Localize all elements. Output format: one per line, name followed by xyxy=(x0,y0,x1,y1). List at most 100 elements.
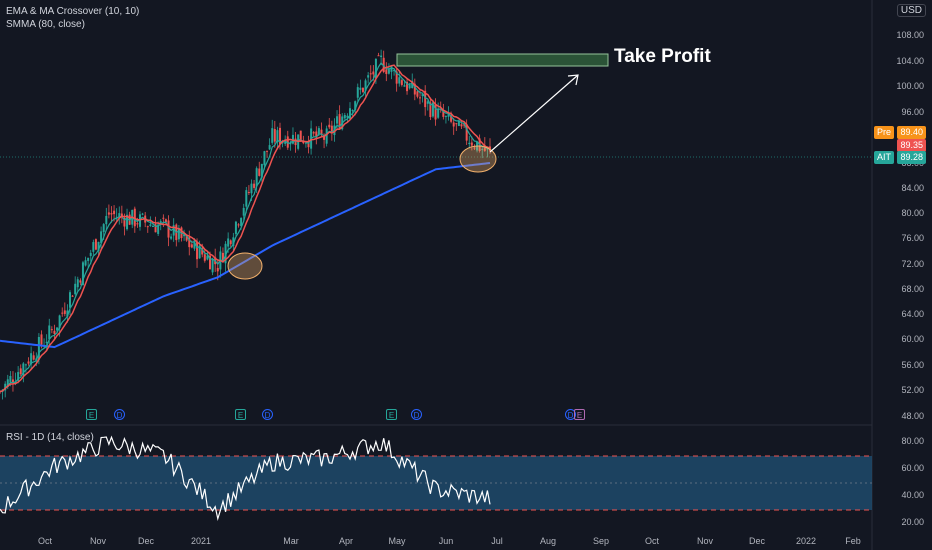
currency-selector[interactable]: USD xyxy=(896,4,926,17)
candle-body xyxy=(266,150,269,152)
time-tick-label: 2021 xyxy=(190,536,212,546)
price-tick-label: 64.00 xyxy=(901,309,924,319)
candle-body xyxy=(227,238,230,247)
pre-market-badge: Pre xyxy=(873,126,894,139)
candle-body xyxy=(343,115,346,119)
candle-body xyxy=(434,103,437,120)
candle-body xyxy=(268,145,271,150)
earnings-event-icon[interactable]: E xyxy=(86,409,97,420)
candle-body xyxy=(30,353,33,365)
candle-body xyxy=(113,210,116,215)
indicator-legend-ema-ma[interactable]: EMA & MA Crossover (10, 10) xyxy=(6,6,140,17)
price-tick-label: 60.00 xyxy=(901,334,924,344)
candle-body xyxy=(400,80,403,85)
earnings-event-icon[interactable]: E xyxy=(386,409,397,420)
candle-body xyxy=(209,255,211,270)
time-tick-label: Jun xyxy=(438,536,454,546)
candle-body xyxy=(452,122,455,127)
candle-body xyxy=(22,363,25,376)
candle-body xyxy=(84,260,87,266)
candle-body xyxy=(183,234,186,237)
candle-body xyxy=(185,235,188,241)
dividend-event-icon[interactable]: D xyxy=(411,409,422,420)
candle-body xyxy=(211,258,214,273)
target-arrow-line xyxy=(489,74,579,153)
candle-body xyxy=(157,224,160,234)
candle-body xyxy=(416,91,419,97)
candle-body xyxy=(240,218,243,227)
price-tick-label: 84.00 xyxy=(901,183,924,193)
earnings-event-icon[interactable]: E xyxy=(574,409,585,420)
indicator-legend-smma[interactable]: SMMA (80, close) xyxy=(6,19,85,30)
candle-body xyxy=(463,124,466,126)
candle-body xyxy=(149,224,152,226)
support-ellipse-2 xyxy=(459,145,497,173)
candle-body xyxy=(377,55,380,57)
candle-body xyxy=(361,87,364,92)
candle-body xyxy=(271,128,274,143)
rsi-tick-label: 40.00 xyxy=(901,490,924,500)
candle-body xyxy=(159,221,162,225)
candle-body xyxy=(442,111,445,117)
candle-body xyxy=(133,208,136,227)
candle-body xyxy=(27,361,30,364)
candle-body xyxy=(141,213,144,215)
candle-body xyxy=(460,124,463,127)
candle-body xyxy=(193,240,196,249)
candle-body xyxy=(390,66,393,72)
candle-body xyxy=(242,207,245,216)
price-tick-label: 100.00 xyxy=(896,81,924,91)
candle-body xyxy=(107,212,110,215)
price-tick-label: 80.00 xyxy=(901,208,924,218)
candle-body xyxy=(164,219,167,223)
candle-body xyxy=(105,215,108,225)
candle-body xyxy=(177,228,180,240)
candle-body xyxy=(346,115,349,118)
ticker-price-badge: 89.28 xyxy=(897,151,926,164)
candle-body xyxy=(372,71,375,75)
candle-body xyxy=(286,136,289,148)
time-tick-label: May xyxy=(388,536,406,546)
candle-body xyxy=(37,336,40,360)
candle-body xyxy=(276,130,279,143)
candle-body xyxy=(307,142,310,148)
candle-body xyxy=(19,368,22,375)
candle-body xyxy=(470,142,473,146)
candle-body xyxy=(146,226,149,228)
candle-body xyxy=(92,242,95,252)
pre-market-value: 89.40 xyxy=(897,126,926,139)
candle-body xyxy=(190,244,193,248)
candle-body xyxy=(11,379,14,384)
candle-body xyxy=(196,241,199,260)
candle-body xyxy=(115,216,118,218)
candle-body xyxy=(356,87,359,98)
candle-body xyxy=(315,131,318,138)
dividend-event-icon[interactable]: D xyxy=(114,409,125,420)
candle-body xyxy=(408,84,411,89)
ticker-badge: AIT xyxy=(873,151,894,164)
candle-body xyxy=(247,192,250,194)
candle-body xyxy=(24,364,27,366)
ma-line xyxy=(0,64,491,393)
candle-body xyxy=(110,213,113,215)
candle-body xyxy=(216,267,219,272)
candle-body xyxy=(170,236,173,239)
candle-body xyxy=(102,224,105,232)
candle-body xyxy=(302,141,305,144)
candle-body xyxy=(201,248,204,255)
earnings-event-icon[interactable]: E xyxy=(235,409,246,420)
candle-body xyxy=(232,237,235,247)
dividend-event-icon[interactable]: D xyxy=(262,409,273,420)
dividend-event-icon[interactable]: D xyxy=(565,409,576,420)
indicator-legend-rsi[interactable]: RSI - 1D (14, close) xyxy=(6,432,94,443)
candle-body xyxy=(338,114,341,129)
candle-body xyxy=(260,163,263,178)
price-tick-label: 48.00 xyxy=(901,411,924,421)
candle-body xyxy=(349,108,351,119)
candle-body xyxy=(224,243,227,264)
candle-body xyxy=(455,123,458,125)
time-tick-label: Sep xyxy=(592,536,610,546)
candle-body xyxy=(87,257,90,261)
candle-body xyxy=(299,130,302,142)
